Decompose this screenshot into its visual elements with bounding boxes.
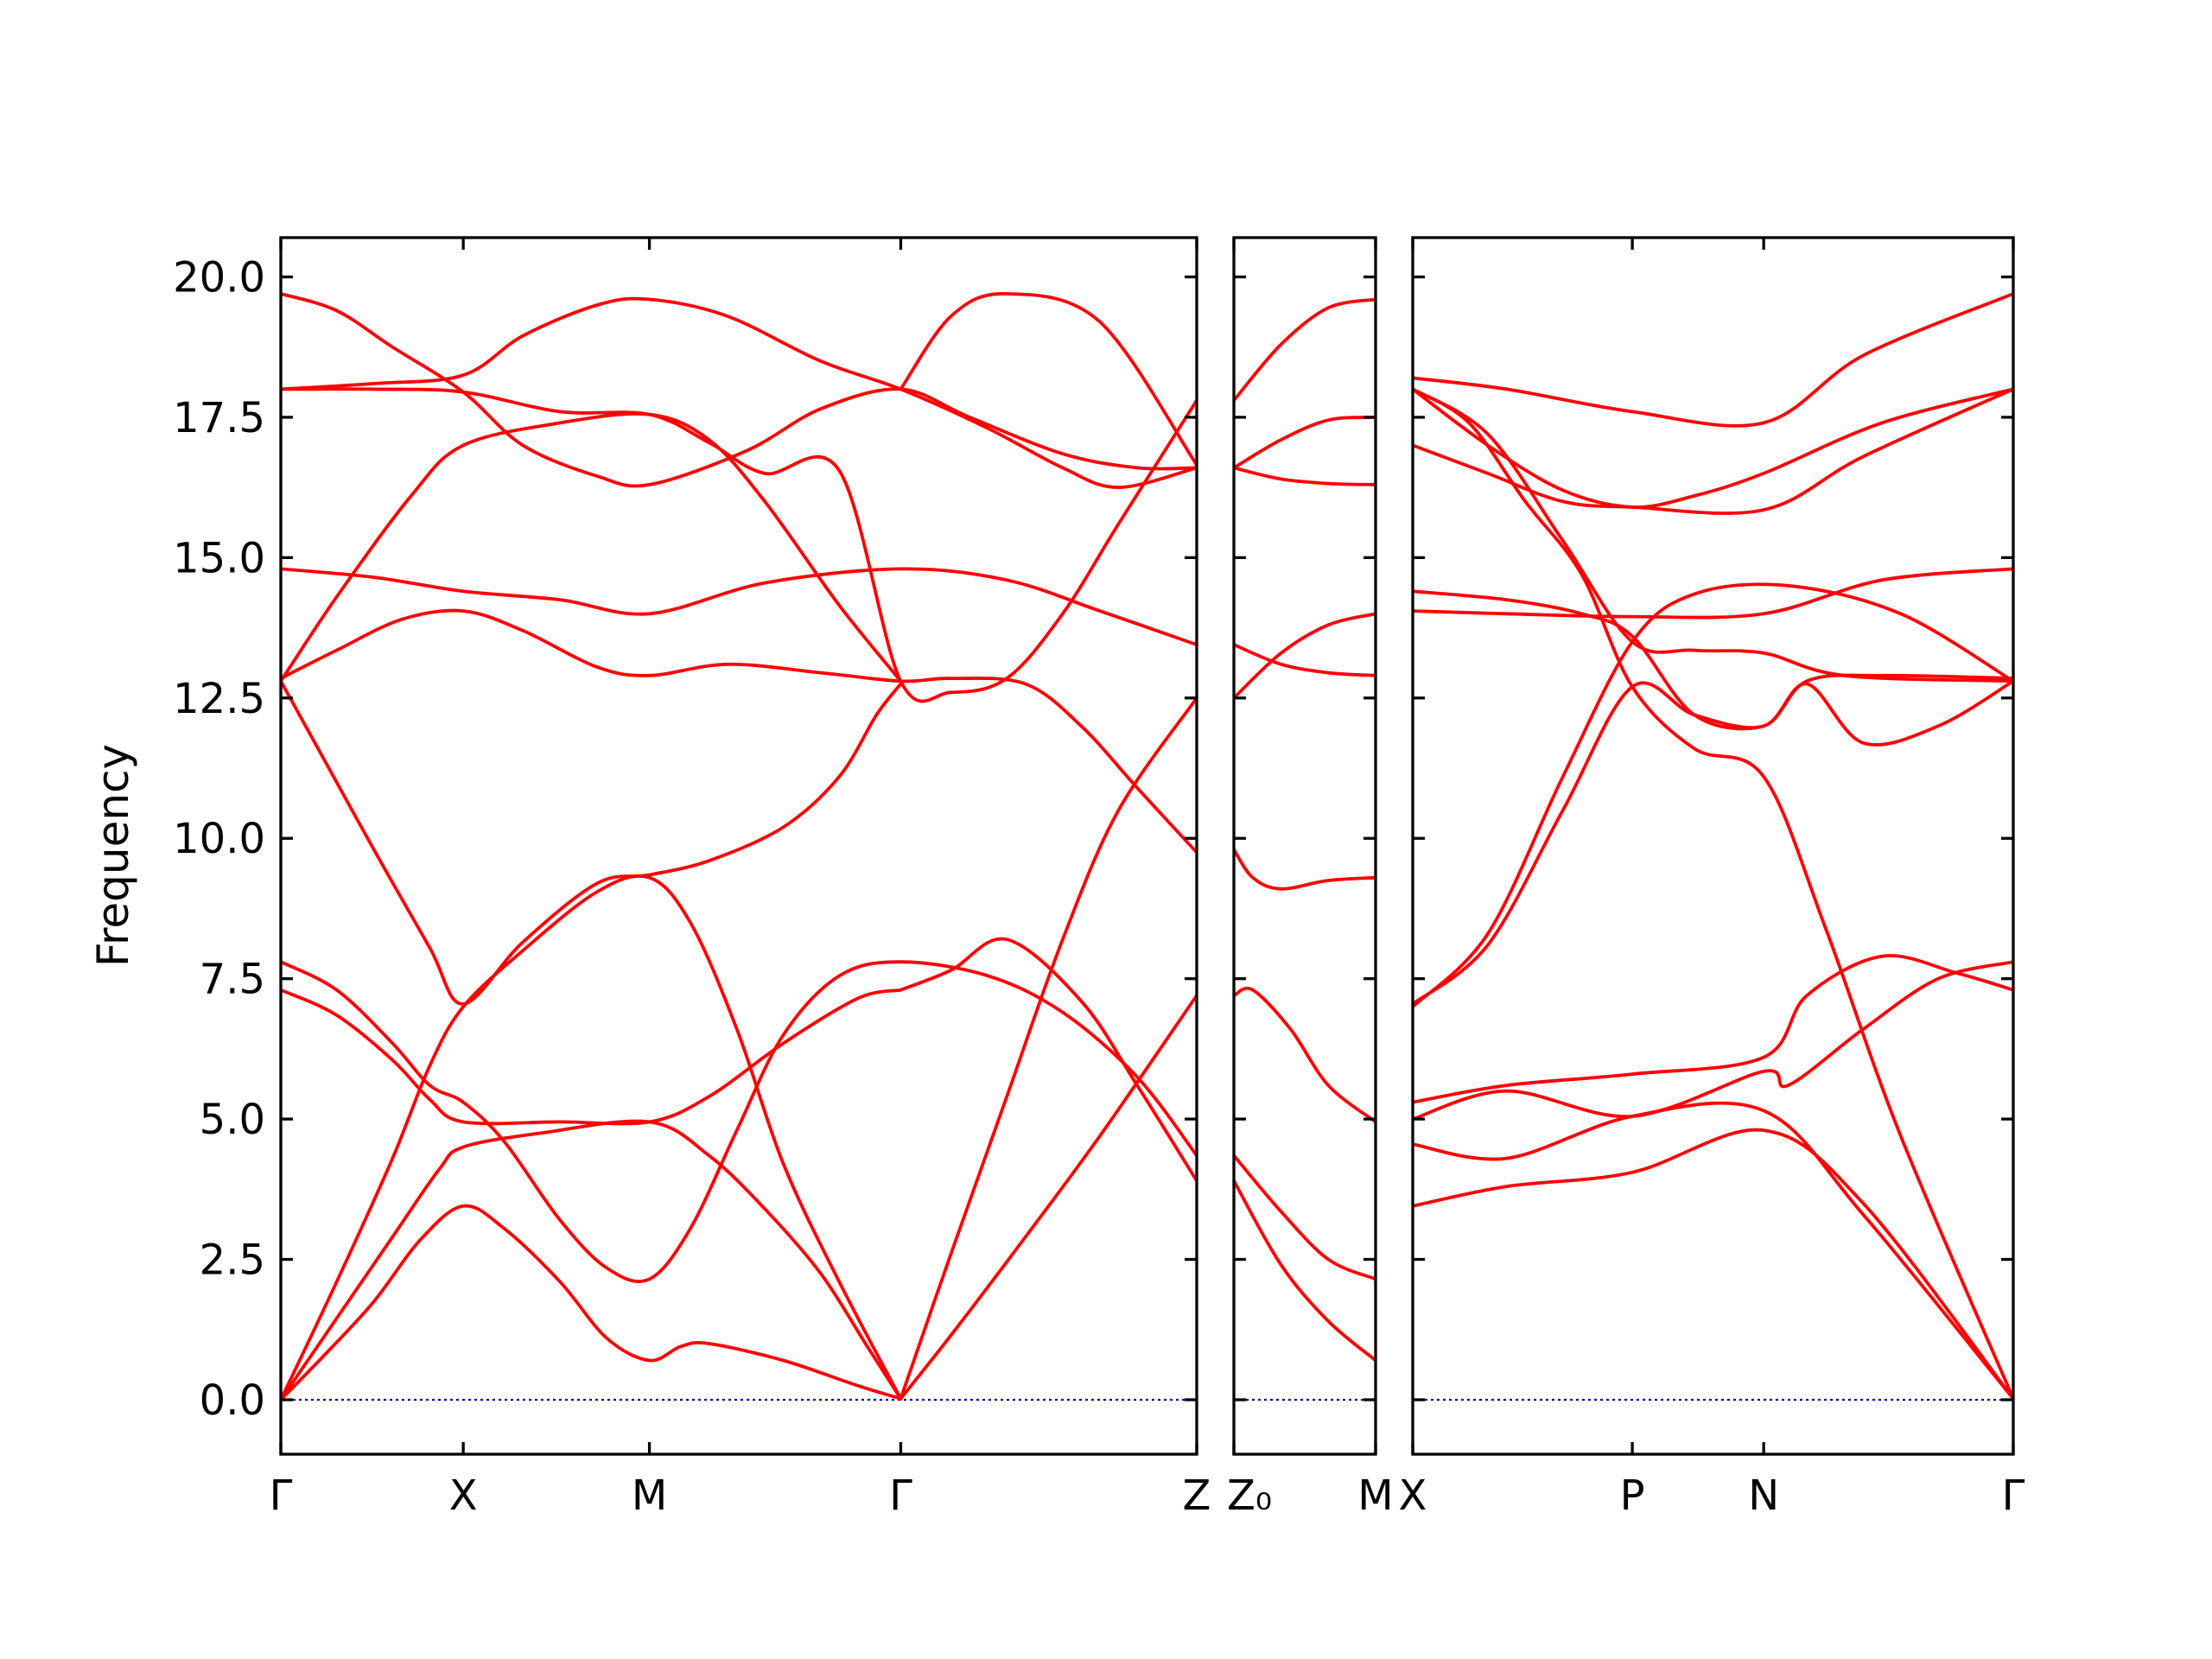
x-tick-label: Z₀ xyxy=(1227,1471,1272,1520)
band-line-8 xyxy=(281,567,1197,646)
band-group xyxy=(1234,297,1376,1363)
y-tick-label: 2.5 xyxy=(200,1236,265,1285)
band-line-11 xyxy=(281,296,1197,489)
band-line-5 xyxy=(1234,612,1376,700)
band-line-1 xyxy=(1234,297,1376,403)
band-line-16 xyxy=(899,696,1197,1401)
band-line-7 xyxy=(1413,567,2013,620)
x-tick-label: X xyxy=(449,1471,478,1520)
band-line-8 xyxy=(1234,1154,1376,1281)
band-line-6 xyxy=(1234,848,1376,891)
band-line-4 xyxy=(1413,387,2013,683)
band-line-2 xyxy=(281,1119,903,1402)
band-line-7 xyxy=(1234,986,1376,1124)
band-line-11 xyxy=(1413,960,2013,1121)
band-line-13 xyxy=(1413,1128,2013,1401)
band-line-7 xyxy=(281,608,1197,855)
panel-frame xyxy=(1232,236,1377,1456)
x-tick-label: X xyxy=(1399,1471,1427,1520)
band-line-9 xyxy=(281,411,903,683)
band-line-5 xyxy=(281,988,903,1126)
y-tick-label: 17.5 xyxy=(173,394,265,442)
band-line-4 xyxy=(1234,643,1376,677)
band-line-13 xyxy=(899,292,1197,467)
x-tick-label: Γ xyxy=(2002,1471,2025,1520)
x-tick-label: P xyxy=(1620,1471,1645,1520)
y-axis-label: Frequency xyxy=(88,744,138,967)
band-line-1 xyxy=(281,1204,903,1402)
y-tick-label: 12.5 xyxy=(173,675,265,723)
y-tick-label: 10.0 xyxy=(173,815,265,863)
band-line-10 xyxy=(281,387,1197,703)
band-line-15 xyxy=(899,994,1197,1401)
band-line-2 xyxy=(1413,387,2013,509)
x-tick-label: Z xyxy=(1183,1471,1211,1520)
x-tick-label: M xyxy=(1357,1471,1393,1520)
x-tick-label: Γ xyxy=(270,1471,293,1520)
band-group xyxy=(1413,292,2013,1401)
x-tick-label: M xyxy=(632,1471,667,1520)
y-tick-label: 20.0 xyxy=(173,253,265,302)
band-line-2 xyxy=(1234,416,1376,470)
panel-frame xyxy=(1411,236,2015,1456)
y-tick-label: 15.0 xyxy=(173,534,265,582)
panel-1: 0.0 2.5 5.0 7.5 10.0 12.5 15.0 17.5 20.0 Γ X M Γ Z xyxy=(173,236,1211,1520)
band-line-8 xyxy=(1413,582,2013,1009)
band-line-10 xyxy=(1413,954,2013,1104)
band-line-12 xyxy=(281,292,1197,488)
band-line-6 xyxy=(1413,589,2013,747)
panel-frame xyxy=(279,236,1198,1456)
band-line-9 xyxy=(1234,1179,1376,1363)
band-group xyxy=(281,292,1197,1402)
y-tick-label: 5.0 xyxy=(200,1096,265,1144)
band-line-1 xyxy=(1413,292,2013,428)
band-line-6 xyxy=(281,960,1197,1283)
band-line-3 xyxy=(1234,466,1376,486)
panel-2: Z₀ M xyxy=(1227,236,1394,1520)
band-line-5 xyxy=(1413,387,2013,1401)
x-tick-label: N xyxy=(1748,1471,1779,1520)
y-tick-label: 7.5 xyxy=(200,956,265,1004)
band-line-9 xyxy=(1413,673,2013,1006)
x-tick-label: Γ xyxy=(889,1471,912,1520)
chart-panels: 0.02.55.07.510.012.515.017.520.0Γ X M Γ Z Z₀ M… xyxy=(173,236,2025,1520)
band-line-14 xyxy=(899,937,1197,1183)
band-line-3 xyxy=(1413,387,2013,515)
y-tick-label: 0.0 xyxy=(200,1376,265,1425)
band-line-3 xyxy=(281,874,903,1402)
band-line-4 xyxy=(281,679,903,1006)
band-line-12 xyxy=(1413,1101,2013,1401)
